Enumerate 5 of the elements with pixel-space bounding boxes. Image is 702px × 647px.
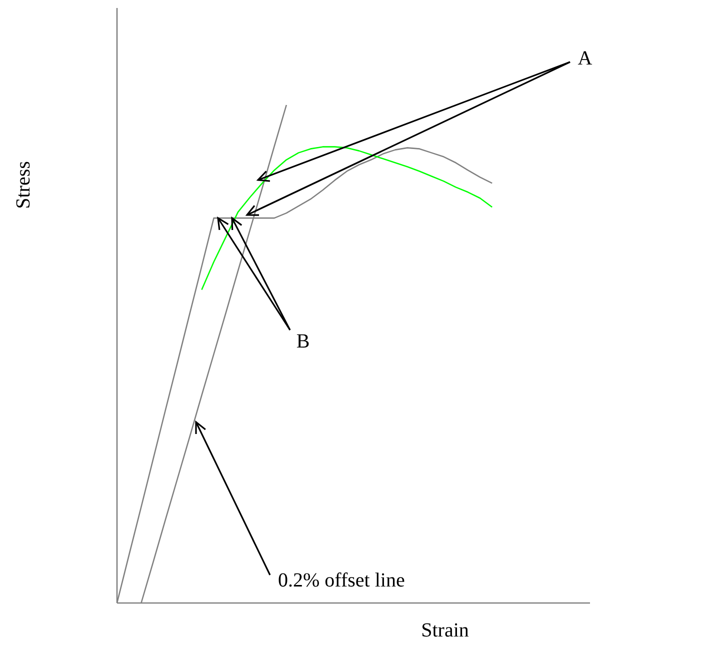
text: A bbox=[578, 48, 593, 70]
annotation: B bbox=[296, 330, 310, 353]
y-axis-title: Stress bbox=[12, 160, 35, 209]
x-axis-title: Strain bbox=[421, 620, 469, 642]
annotation: 0.2% offset line bbox=[278, 570, 405, 592]
